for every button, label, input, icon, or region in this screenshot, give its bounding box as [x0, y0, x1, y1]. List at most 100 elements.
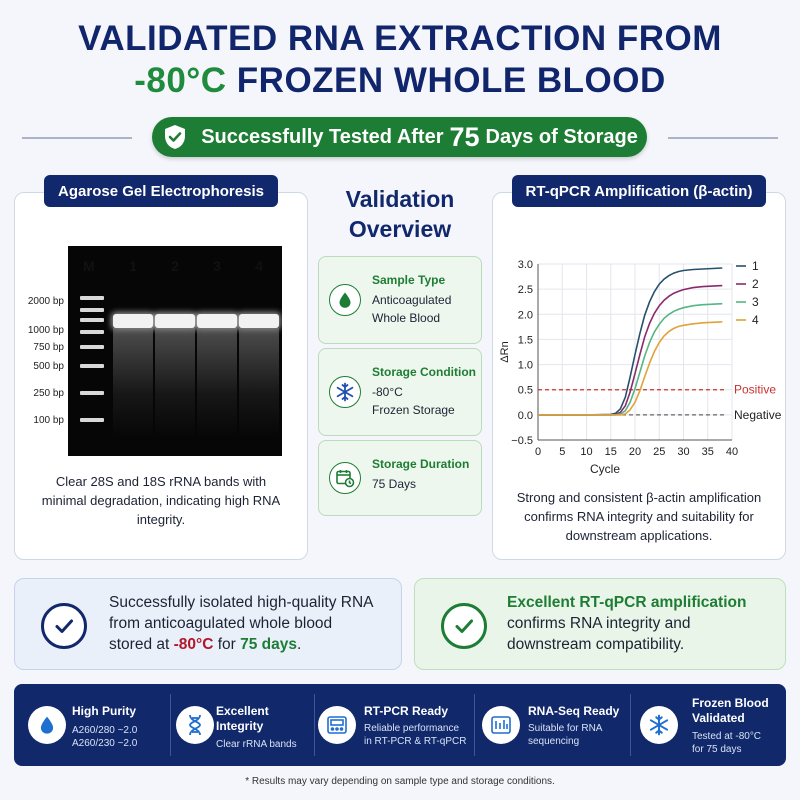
y-tick-label: 0.5: [518, 385, 533, 397]
bp-label-1000: 1000 bp: [27, 325, 64, 336]
gel-caption: Clear 28S and 18S rRNA bands with minima…: [41, 474, 281, 527]
feature-heading-line: Validated: [692, 711, 745, 725]
overview-item-sample-type: Sample Type Anticoagulated Whole Blood: [318, 256, 482, 344]
rna-band-lane-3: [197, 314, 237, 328]
overview-title-line-2: Overview: [348, 216, 452, 242]
result-line: Successfully isolated high-quality RNA: [109, 594, 374, 611]
pcr-machine-icon: [318, 706, 356, 744]
feature-value: Tested at -80°C for 75 days: [692, 730, 761, 756]
dna-icon: [176, 706, 214, 744]
y-tick-label: 2.0: [518, 309, 533, 321]
rna-band-lane-1: [113, 314, 153, 328]
feature-heading-line: Frozen Blood: [692, 696, 769, 710]
rna-smear-lane-3: [197, 328, 237, 438]
feature-value-line: in RT-PCR & RT-qPCR: [364, 736, 467, 747]
purity-drop-icon: [28, 706, 66, 744]
feature-heading: Frozen Blood Validated: [692, 696, 769, 726]
check-circle-icon: [441, 603, 487, 649]
x-tick-label: 10: [580, 446, 592, 458]
result-line: Excellent RT-qPCR amplification: [507, 594, 747, 611]
feature-value-line: A260/280 ~2.0: [72, 725, 138, 736]
lane-label-2: 2: [171, 258, 179, 274]
chart-series: [538, 267, 726, 416]
feature-heading-line: Integrity: [216, 719, 264, 733]
ladder-band: [80, 330, 104, 334]
feature-value: Clear rRNA bands: [216, 739, 297, 750]
feature-frozen-blood-validated: Frozen Blood Validated Tested at -80°C f…: [632, 684, 782, 766]
x-tick-label: 40: [726, 446, 738, 458]
result-text: stored at: [109, 636, 174, 653]
rna-band-lane-4: [239, 314, 279, 328]
y-tick-label: −0.5: [511, 435, 533, 447]
x-axis-label: Cycle: [590, 462, 620, 476]
overview-head: Storage Duration: [372, 457, 470, 471]
rna-band-lane-2: [155, 314, 195, 328]
threshold-label-negative: Negative: [734, 408, 782, 422]
footnote: * Results may vary depending on sample t…: [245, 776, 555, 787]
bp-label-100: 100 bp: [33, 415, 64, 426]
feature-divider: [170, 694, 171, 756]
bp-label-250: 250 bp: [33, 388, 64, 399]
result-temperature: -80°C: [173, 636, 214, 653]
storage-banner: Successfully Tested After 75 Days of Sto…: [152, 117, 647, 157]
banner-right-rule: [668, 137, 778, 139]
legend-label-4: 4: [752, 313, 759, 327]
feature-rna-seq-ready: RNA-Seq Ready Suitable for RNA sequencin…: [476, 684, 630, 766]
feature-value-line: Reliable performance: [364, 723, 460, 734]
feature-heading: High Purity: [72, 704, 137, 718]
overview-item-storage-condition: Storage Condition -80°C Frozen Storage: [318, 348, 482, 436]
result-card-isolation: Successfully isolated high-quality RNA f…: [14, 578, 402, 670]
ladder-band: [80, 364, 104, 368]
overview-value-line: -80°C: [372, 385, 403, 399]
title-line-1: VALIDATED RNA EXTRACTION FROM: [78, 19, 722, 58]
overview-head: Sample Type: [372, 273, 446, 287]
feature-value-line: Tested at -80°C: [692, 731, 762, 742]
chart-axes: [537, 264, 732, 441]
feature-value-line: A260/230 ~2.0: [72, 738, 138, 749]
feature-heading: RT-PCR Ready: [364, 704, 449, 718]
title-line-2: -80°C FROZEN WHOLE BLOOD: [0, 60, 800, 102]
feature-heading-line: Excellent: [216, 704, 269, 718]
result-isolation-text: Successfully isolated high-quality RNA f…: [109, 592, 399, 655]
result-text: .: [297, 636, 302, 653]
shield-check-icon: [165, 125, 186, 149]
feature-value-line: sequencing: [528, 736, 580, 747]
series-line-3: [538, 302, 723, 416]
ladder-band: [80, 308, 104, 312]
lane-label-m: M: [83, 258, 95, 274]
banner-text-pre: Successfully Tested After: [201, 125, 444, 148]
ladder-band: [80, 318, 104, 322]
ladder-band: [80, 296, 104, 300]
result-card-amplification: Excellent RT-qPCR amplification confirms…: [414, 578, 786, 670]
overview-head: Storage Condition: [372, 365, 476, 379]
rna-smear-lane-2: [155, 328, 195, 438]
x-tick-label: 15: [605, 446, 617, 458]
bp-label-750: 750 bp: [33, 342, 64, 353]
y-tick-label: 1.0: [518, 360, 533, 372]
feature-divider: [474, 694, 475, 756]
y-tick-label: 3.0: [518, 259, 533, 271]
overview-value-line: Anticoagulated: [372, 293, 452, 307]
x-tick-label: 30: [677, 446, 689, 458]
feature-divider: [630, 694, 631, 756]
overview-value-line: 75 Days: [372, 477, 417, 491]
page-title: VALIDATED RNA EXTRACTION FROM -80°C FROZ…: [0, 18, 800, 102]
y-tick-label: 2.5: [518, 284, 533, 296]
feature-value-line: for 75 days: [692, 744, 742, 755]
ladder-band: [80, 418, 104, 422]
bp-label-500: 500 bp: [33, 361, 64, 372]
feature-high-purity: High Purity A260/280 ~2.0 A260/230 ~2.0: [22, 684, 170, 766]
overview-item-storage-duration: Storage Duration 75 Days: [318, 440, 482, 516]
result-amplification-text: Excellent RT-qPCR amplification confirms…: [507, 592, 783, 655]
banner-text-post: Days of Storage: [485, 125, 638, 148]
feature-rt-pcr-ready: RT-PCR Ready Reliable performance in RT-…: [316, 684, 474, 766]
overview-value: -80°C Frozen Storage: [372, 383, 455, 419]
drop-icon: [329, 284, 361, 316]
result-line: confirms RNA integrity and: [507, 615, 691, 632]
y-axis-label: ΔRn: [499, 341, 511, 362]
x-tick-label: 5: [559, 446, 565, 458]
overview-value: 75 Days: [372, 475, 416, 493]
feature-divider: [314, 694, 315, 756]
threshold-label-positive: Positive: [734, 383, 776, 397]
result-line: downstream compatibility.: [507, 636, 685, 653]
